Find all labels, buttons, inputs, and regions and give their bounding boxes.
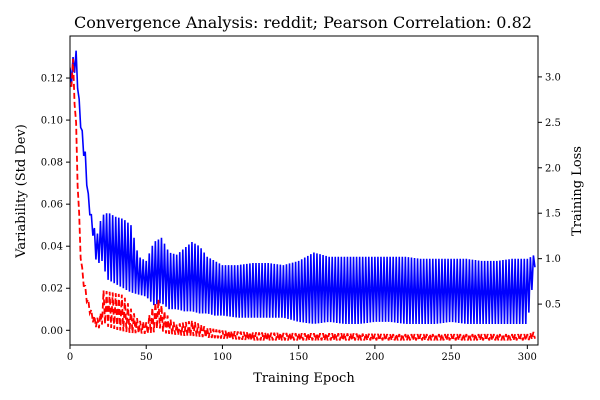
y-right-tick-label: 1.5 [545, 209, 561, 220]
plot-frame [69, 35, 539, 346]
y-right-tick-label: 3.0 [545, 72, 561, 83]
y-left-tick-label: 0.04 [41, 242, 63, 253]
y-right-tick-label: 0.5 [545, 300, 561, 311]
x-tick-label: 200 [365, 352, 384, 363]
y-axis-right-label: Training Loss [570, 146, 585, 236]
x-tick-label: 300 [518, 352, 537, 363]
y-left-tick-label: 0.10 [41, 116, 63, 127]
y-left-tick-label: 0.08 [41, 158, 63, 169]
x-tick-label: 250 [442, 352, 461, 363]
x-tick-label: 150 [289, 352, 308, 363]
y-right-tick-label: 1.0 [545, 254, 561, 265]
y-right-tick-label: 2.5 [545, 118, 561, 129]
variability-line [70, 50, 536, 324]
y-axis-left: 0.00 0.02 0.04 0.06 0.08 0.10 0.12 [41, 74, 70, 337]
y-left-tick-label: 0.12 [41, 74, 63, 85]
x-tick-label: 0 [67, 352, 73, 363]
series-layer [70, 50, 536, 341]
chart-title: Convergence Analysis: reddit; Pearson Co… [74, 13, 532, 32]
y-right-tick-label: 2.0 [545, 163, 561, 174]
x-tick-label: 100 [213, 352, 232, 363]
y-left-tick-label: 0.06 [41, 200, 63, 211]
y-left-tick-label: 0.02 [41, 284, 63, 295]
y-axis-right: 0.5 1.0 1.5 2.0 2.5 3.0 [538, 72, 561, 311]
y-axis-left-label: Variability (Std Dev) [14, 124, 29, 259]
y-left-tick-label: 0.00 [41, 326, 63, 337]
x-axis-label: Training Epoch [253, 371, 355, 386]
x-axis: 0 50 100 150 200 250 300 [67, 345, 537, 363]
training-loss-line [70, 58, 536, 341]
x-tick-label: 50 [140, 352, 153, 363]
